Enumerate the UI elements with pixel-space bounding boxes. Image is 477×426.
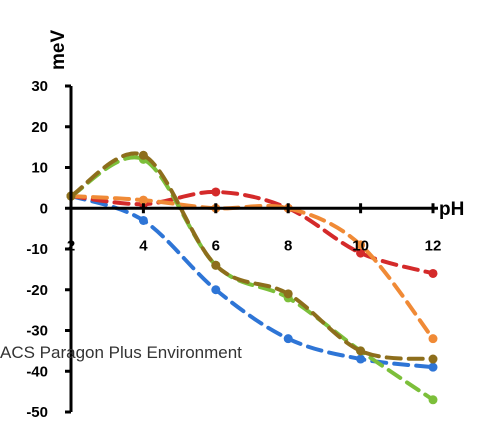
series-line-2 [69, 189, 435, 276]
plot-area: 30 20 10 0 -10 -20 -30 -40 -50 2 4 6 8 10 12 [26, 78, 441, 421]
series-5-point [211, 260, 221, 270]
x-tick-label: 4 [139, 237, 148, 254]
series-5-point [138, 150, 148, 160]
series-5-point [283, 289, 293, 299]
series-3-point [356, 240, 366, 250]
x-tick-label: 8 [284, 237, 292, 254]
y-tick-label: -10 [26, 241, 48, 258]
series-1-point [428, 362, 438, 372]
series-5-point [428, 354, 438, 364]
series-line-1 [69, 194, 435, 370]
series-2-point [211, 187, 221, 197]
y-tick-label: 10 [31, 160, 48, 177]
x-tick-label: 6 [212, 237, 220, 254]
x-axis-title: pH [439, 199, 464, 220]
x-ticks: 2 4 6 8 10 12 [67, 203, 442, 254]
watermark-text: ACS Paragon Plus Environment [0, 343, 242, 362]
y-tick-label: 30 [31, 78, 48, 95]
series-3-point [138, 195, 148, 205]
series-4-point [428, 395, 438, 405]
series-3-point [428, 334, 438, 344]
y-tick-label: -30 [26, 323, 48, 340]
y-tick-label: 0 [40, 200, 48, 217]
x-tick-label: 12 [425, 237, 442, 254]
series-line-4 [69, 155, 435, 402]
y-tick-label: 20 [31, 119, 48, 136]
y-tick-label: -50 [26, 404, 48, 421]
y-ticks: 30 20 10 0 -10 -20 -30 -40 -50 [26, 78, 71, 421]
series-2-point [428, 268, 438, 278]
series-layer [66, 150, 438, 405]
series-2-point [356, 248, 366, 258]
series-1-point [138, 215, 148, 225]
y-tick-label: -20 [26, 282, 48, 299]
series-line-5 [69, 151, 435, 362]
series-1-point [211, 285, 221, 295]
y-tick-label: -40 [26, 363, 48, 380]
y-axis-title: meV [48, 30, 69, 70]
series-5-point [356, 346, 366, 356]
series-1-point [356, 354, 366, 364]
series-1-point [283, 334, 293, 344]
x-tick-label: 2 [67, 237, 75, 254]
x-tick-label: 10 [352, 237, 369, 254]
